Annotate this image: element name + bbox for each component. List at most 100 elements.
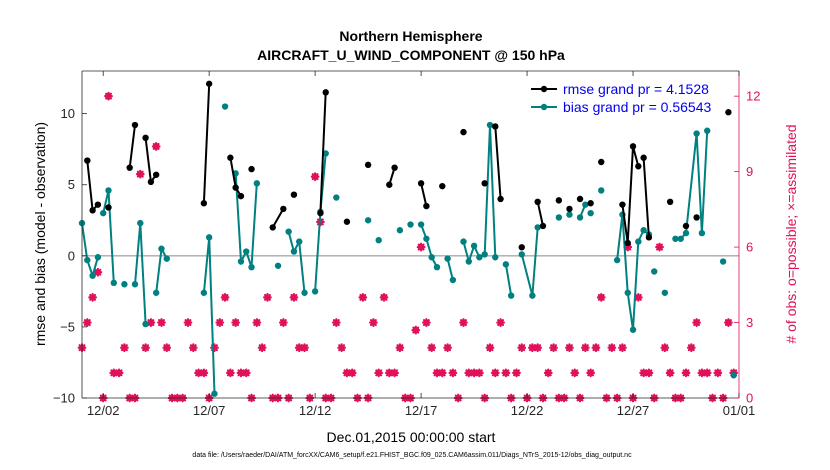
x-tick-label: 12/27 bbox=[617, 403, 650, 418]
obs-assimilated-point bbox=[496, 318, 505, 327]
rmse-point bbox=[364, 161, 372, 169]
bias-point bbox=[407, 221, 414, 228]
rmse-point bbox=[598, 158, 605, 166]
bias-line-segment bbox=[287, 231, 306, 293]
rmse-point bbox=[227, 154, 234, 161]
rmse-line-segment bbox=[642, 157, 650, 238]
y-left-tick-label: −5 bbox=[60, 319, 75, 334]
obs-assimilated-point bbox=[135, 169, 145, 179]
rmse-point bbox=[619, 201, 626, 208]
rmse-point bbox=[94, 201, 102, 208]
bias-point bbox=[89, 272, 96, 279]
obs-assimilated-point bbox=[384, 368, 394, 378]
axes-group: 12/02 12/07 12/12 12/17 12/22 12/27 01/01 −10 −5… bbox=[53, 70, 760, 418]
rmse-line-segment bbox=[420, 183, 428, 207]
obs-assimilated-point bbox=[369, 318, 378, 327]
obs-assimilated-point bbox=[141, 343, 150, 353]
obs-assimilated-point bbox=[421, 318, 431, 327]
bias-point bbox=[486, 121, 494, 129]
y-axis-right-label: # of obs: o=possible; ×=assimilated bbox=[783, 124, 799, 343]
obs-assimilated-point bbox=[231, 318, 241, 327]
rmse-point bbox=[640, 154, 647, 161]
obs-assimilated-point bbox=[252, 318, 262, 327]
legend-entry-rmse-marker bbox=[540, 85, 548, 93]
obs-assimilated-point bbox=[443, 343, 452, 353]
rmse-point bbox=[142, 134, 149, 142]
obs-assimilated-point bbox=[527, 343, 537, 353]
bias-point bbox=[121, 281, 128, 288]
bias-point bbox=[444, 255, 451, 262]
rmse-point bbox=[248, 165, 255, 173]
bias-point bbox=[105, 187, 112, 194]
bias-point bbox=[163, 255, 170, 262]
obs-assimilated-point bbox=[549, 343, 558, 353]
bias-point bbox=[651, 268, 658, 275]
obs-assimilated-point bbox=[310, 172, 320, 182]
obs-assimilated-point bbox=[533, 343, 543, 353]
rmse-line-segment bbox=[621, 146, 640, 244]
rmse-point bbox=[481, 180, 488, 187]
bias-point bbox=[582, 201, 589, 208]
obs-assimilated-point bbox=[241, 368, 251, 378]
y-right-tick-label: 9 bbox=[746, 164, 753, 179]
obs-assimilated-point bbox=[390, 368, 400, 378]
bias-point bbox=[211, 390, 218, 397]
bias-point bbox=[322, 150, 329, 157]
bias-point bbox=[476, 254, 483, 261]
obs-assimilated-point bbox=[681, 368, 691, 378]
legend-entry-bias-text: bias grand pr = 0.56543 bbox=[563, 99, 711, 115]
y-left-tick-label: 10 bbox=[61, 106, 75, 121]
obs-assimilated-point bbox=[427, 343, 437, 353]
bias-point bbox=[301, 289, 308, 296]
obs-assimilated-point bbox=[596, 292, 606, 302]
bias-point bbox=[566, 211, 573, 218]
rmse-point bbox=[269, 224, 276, 231]
bias-point bbox=[518, 251, 525, 258]
bias-point bbox=[555, 214, 563, 221]
bias-point bbox=[730, 372, 737, 379]
y-right-tick-label: 6 bbox=[746, 240, 753, 255]
obs-assimilated-point bbox=[437, 368, 447, 378]
rmse-point bbox=[635, 163, 642, 170]
obs-assimilated-point bbox=[485, 343, 495, 353]
bias-point bbox=[534, 224, 541, 231]
obs-assimilated-point bbox=[220, 292, 230, 302]
bias-point bbox=[237, 258, 245, 265]
obs-assimilated-point bbox=[644, 368, 654, 378]
obs-assimilated-point bbox=[580, 343, 590, 353]
obs-assimilated-point bbox=[183, 318, 193, 327]
bias-point bbox=[94, 254, 102, 261]
rmse-point bbox=[200, 200, 208, 207]
y-left-tick-label: −10 bbox=[53, 391, 75, 406]
rmse-point bbox=[322, 89, 329, 96]
bias-point bbox=[296, 238, 303, 245]
bias-line-segment bbox=[446, 258, 454, 281]
obs-assimilated-point bbox=[188, 343, 198, 353]
bias-point bbox=[433, 264, 441, 271]
bias-point bbox=[221, 103, 229, 110]
rmse-line-segment bbox=[319, 92, 327, 214]
bias-point bbox=[364, 217, 372, 224]
bias-point bbox=[274, 262, 282, 269]
obs-assimilated-point bbox=[331, 318, 341, 327]
obs-assimilated-point bbox=[713, 368, 723, 378]
bias-point bbox=[481, 251, 488, 258]
obs-assimilated-point bbox=[82, 318, 92, 327]
obs-assimilated-point bbox=[114, 368, 124, 378]
obs-assimilated-point bbox=[411, 325, 421, 335]
rmse-point bbox=[89, 207, 96, 214]
obs-assimilated-point bbox=[686, 343, 696, 353]
bias-point bbox=[428, 254, 435, 261]
obs-assimilated-point bbox=[358, 292, 368, 302]
bias-point bbox=[375, 236, 382, 244]
obs-assimilated-point bbox=[215, 318, 225, 327]
rmse-point bbox=[555, 197, 563, 204]
bias-point bbox=[417, 221, 425, 228]
bias-line-segment bbox=[81, 222, 99, 280]
bias-point bbox=[502, 261, 510, 268]
obs-assimilated-point bbox=[474, 368, 484, 378]
bias-point bbox=[152, 289, 160, 296]
bias-point bbox=[507, 292, 515, 299]
rmse-point bbox=[131, 121, 139, 129]
x-tick-label: 12/02 bbox=[87, 403, 120, 418]
